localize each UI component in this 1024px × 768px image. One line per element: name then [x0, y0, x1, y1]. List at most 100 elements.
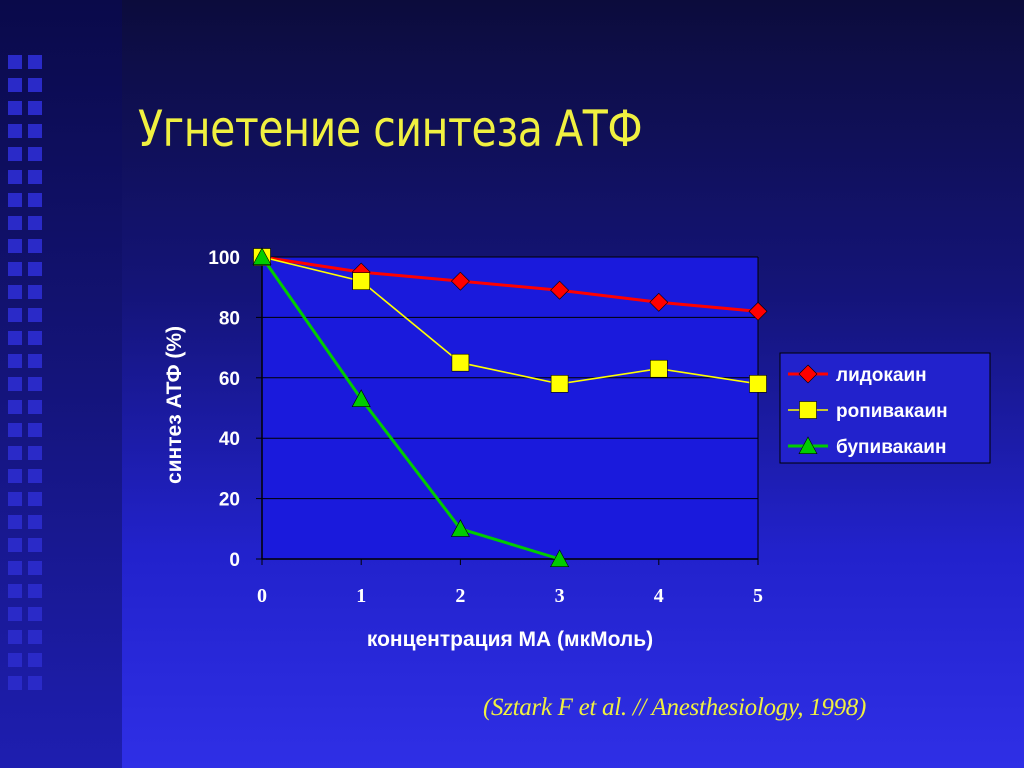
- decorative-square: [8, 193, 22, 207]
- x-tick-label: 5: [753, 585, 763, 607]
- decorative-square: [8, 607, 22, 621]
- decorative-square: [8, 538, 22, 552]
- decorative-square: [28, 446, 42, 460]
- decorative-square: [8, 239, 22, 253]
- decorative-square: [28, 285, 42, 299]
- data-point-square: [749, 375, 767, 393]
- decorative-square: [28, 492, 42, 506]
- decorative-square: [28, 78, 42, 92]
- decorative-square: [28, 653, 42, 667]
- decorative-square: [8, 469, 22, 483]
- decorative-square: [28, 400, 42, 414]
- legend: лидокаин ропивакаин бупивакаин: [779, 352, 991, 464]
- decorative-square: [8, 354, 22, 368]
- legend-label: лидокаин: [836, 365, 927, 386]
- data-point-triangle: [252, 247, 272, 265]
- data-point-diamond: [450, 271, 470, 291]
- data-point-triangle: [351, 389, 371, 407]
- x-tick-label: 3: [555, 585, 565, 607]
- decorative-square: [8, 377, 22, 391]
- y-tick-label: 20: [219, 490, 240, 511]
- decorative-square: [28, 676, 42, 690]
- decorative-squares: [0, 0, 42, 768]
- decorative-square: [28, 193, 42, 207]
- y-tick-label: 80: [219, 308, 240, 329]
- data-markers: [252, 247, 768, 567]
- decorative-square: [28, 515, 42, 529]
- series-line-diamond: [261, 255, 759, 313]
- legend-marker-diamond: [798, 364, 818, 384]
- data-point-diamond: [649, 292, 669, 312]
- tick-labels: 0 20 40 60 80 100 0 1 2 3 4 5: [208, 248, 763, 607]
- decorative-square: [28, 239, 42, 253]
- plot-area: [262, 257, 758, 559]
- decorative-square: [28, 469, 42, 483]
- y-tick-label: 40: [219, 429, 240, 450]
- decorative-square: [28, 584, 42, 598]
- decorative-sidebar: [0, 0, 122, 768]
- y-tick-label: 0: [229, 550, 240, 571]
- decorative-square: [8, 124, 22, 138]
- decorative-square: [28, 561, 42, 575]
- decorative-square: [28, 101, 42, 115]
- data-point-diamond: [550, 280, 570, 300]
- decorative-square: [8, 331, 22, 345]
- y-tick-label: 60: [219, 369, 240, 390]
- legend-label: бупивакаин: [836, 437, 946, 458]
- legend-label: ропивакаин: [836, 401, 948, 422]
- legend-marker-triangle: [798, 436, 818, 454]
- series-lines: [260, 255, 759, 561]
- decorative-square: [28, 170, 42, 184]
- x-tick-label: 2: [455, 585, 465, 607]
- decorative-square: [28, 377, 42, 391]
- x-tick-label: 0: [257, 585, 267, 607]
- decorative-square: [8, 676, 22, 690]
- decorative-square: [28, 607, 42, 621]
- decorative-square: [8, 262, 22, 276]
- decorative-square: [8, 561, 22, 575]
- decorative-square: [8, 653, 22, 667]
- decorative-square: [28, 630, 42, 644]
- data-point-triangle: [450, 519, 470, 537]
- decorative-square: [8, 423, 22, 437]
- decorative-square: [8, 101, 22, 115]
- data-point-diamond: [748, 301, 768, 321]
- decorative-square: [8, 492, 22, 506]
- decorative-square: [8, 55, 22, 69]
- x-tick-label: 1: [356, 585, 366, 607]
- decorative-square: [28, 216, 42, 230]
- data-point-square: [649, 359, 668, 378]
- decorative-square: [28, 262, 42, 276]
- data-point-square: [550, 375, 569, 393]
- citation: (Sztark F et al. // Anesthesiology, 1998…: [483, 694, 867, 721]
- decorative-square: [8, 216, 22, 230]
- decorative-square: [8, 170, 22, 184]
- decorative-square: [28, 423, 42, 437]
- y-axis-title: синтез АТФ (%): [163, 326, 186, 484]
- decorative-square: [8, 147, 22, 161]
- series-line-square: [261, 256, 759, 385]
- decorative-square: [8, 446, 22, 460]
- slide-title: Угнетение синтеза АТФ: [138, 100, 643, 158]
- decorative-square: [28, 354, 42, 368]
- legend-marker-square: [799, 401, 817, 419]
- x-axis-title: концентрация МА (мкМоль): [367, 628, 653, 651]
- decorative-square: [28, 538, 42, 552]
- y-tick-label: 100: [208, 248, 240, 269]
- decorative-square: [8, 285, 22, 299]
- decorative-square: [8, 78, 22, 92]
- axes: [256, 256, 759, 565]
- x-tick-label: 4: [654, 585, 664, 607]
- decorative-square: [8, 584, 22, 598]
- data-point-triangle: [550, 549, 570, 567]
- decorative-square: [28, 55, 42, 69]
- series-line-triangle: [260, 256, 561, 561]
- decorative-square: [28, 331, 42, 345]
- data-point-square: [451, 353, 470, 372]
- decorative-square: [28, 147, 42, 161]
- decorative-square: [8, 400, 22, 414]
- decorative-square: [8, 308, 22, 322]
- decorative-square: [28, 124, 42, 138]
- decorative-square: [8, 630, 22, 644]
